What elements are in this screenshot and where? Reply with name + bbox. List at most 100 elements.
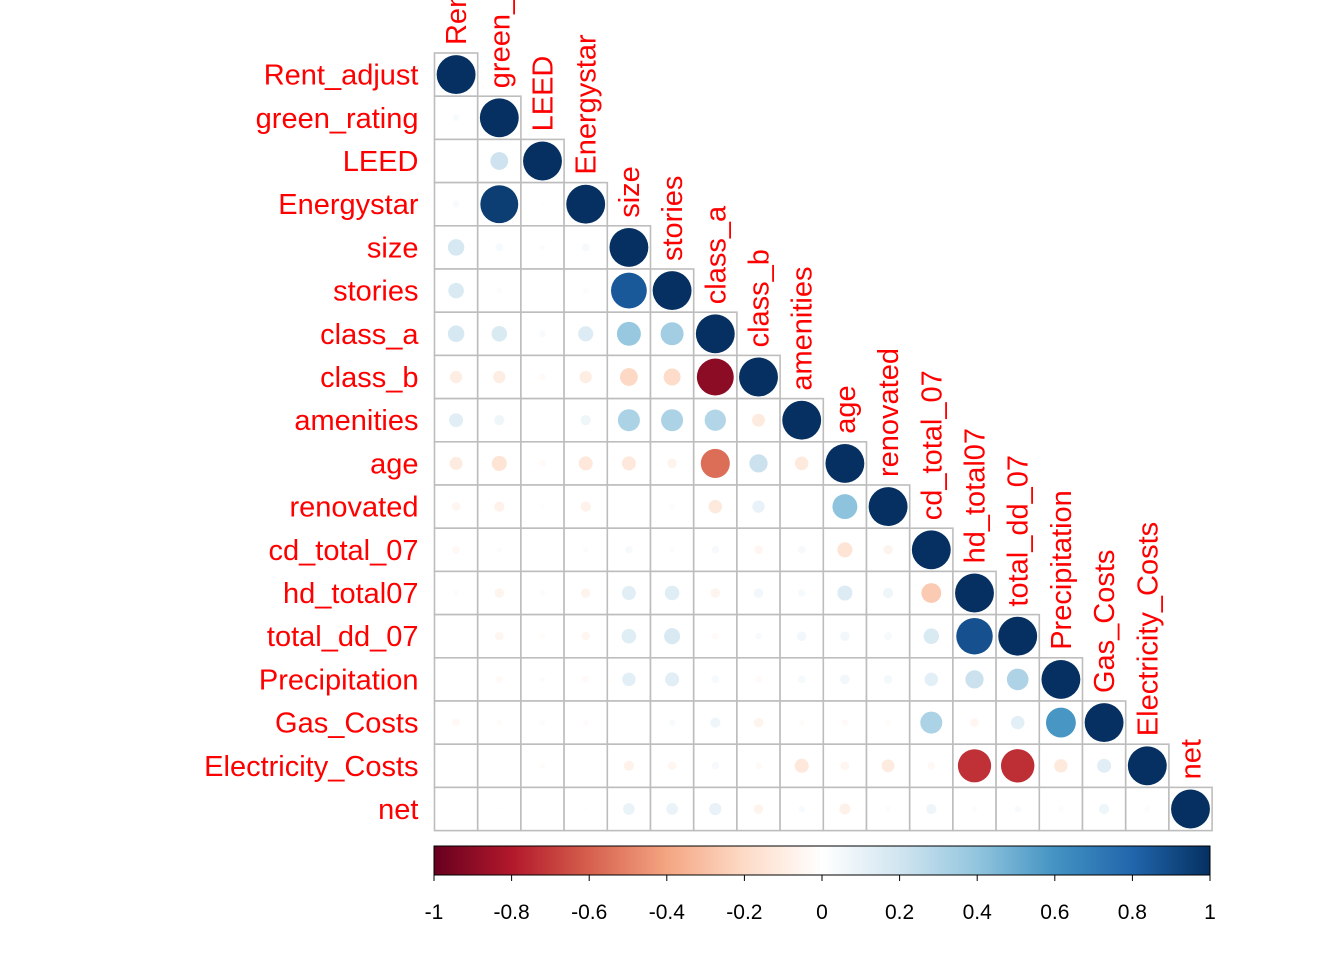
column-label-LEED: LEED: [528, 56, 560, 132]
corr-circle-Precipitation-green_rating: [495, 676, 503, 683]
corr-circle-Gas_Costs-stories: [668, 719, 676, 726]
corr-circle-hd_total07-green_rating: [494, 588, 505, 598]
matrix-cell: [606, 700, 652, 746]
corr-circle-Precipitation-cd_total_07: [924, 672, 939, 687]
corr-circle-Electricity_Costs-Electricity_Costs: [1127, 746, 1167, 786]
colorbar-tick-label: -0.6: [571, 901, 607, 924]
corr-circle-Precipitation-total_dd_07: [1006, 668, 1029, 691]
corr-circle-total_dd_07-stories: [664, 628, 681, 645]
matrix-cell: [865, 527, 911, 573]
corr-circle-net-Precipitation: [1058, 806, 1064, 812]
corr-circle-stories-Energystar: [582, 287, 589, 294]
corr-circle-renovated-class_a: [708, 499, 723, 514]
corr-circle-cd_total_07-Energystar: [582, 547, 589, 553]
column-label-class_b: class_b: [744, 249, 776, 347]
corr-circle-stories-Rent_adjust: [448, 282, 464, 299]
corr-circle-amenities-size: [617, 409, 640, 432]
corr-circle-Precipitation-age: [840, 674, 850, 685]
corr-circle-net-net: [1171, 789, 1210, 829]
corr-circle-class_a-Rent_adjust: [447, 325, 465, 343]
corr-circle-LEED-Rent_adjust: [454, 159, 459, 163]
corr-circle-total_dd_07-total_dd_07: [998, 616, 1038, 656]
corr-circle-net-hd_total07: [971, 806, 978, 812]
corr-circle-total_dd_07-cd_total_07: [923, 628, 940, 644]
corr-circle-net-total_dd_07: [1014, 805, 1022, 813]
corr-circle-Precipitation-LEED: [539, 676, 546, 683]
corr-circle-cd_total_07-cd_total_07: [911, 530, 951, 570]
corr-circle-Gas_Costs-Precipitation: [1045, 707, 1076, 738]
row-label-size: size: [367, 232, 419, 264]
corr-circle-Rent_adjust-Rent_adjust: [436, 55, 476, 95]
corr-circle-cd_total_07-size: [625, 545, 633, 554]
corr-circle-renovated-Rent_adjust: [451, 502, 461, 511]
corr-circle-net-size: [623, 803, 635, 815]
column-label-cd_total_07: cd_total_07: [916, 370, 948, 520]
corr-circle-age-Rent_adjust: [449, 456, 463, 470]
corr-circle-Electricity_Costs-total_dd_07: [1000, 749, 1035, 783]
column-label-green_rating: green_rating: [484, 0, 516, 88]
column-label-Gas_Costs: Gas_Costs: [1089, 550, 1121, 693]
corr-circle-net-cd_total_07: [926, 803, 937, 815]
corr-circle-Electricity_Costs-Precipitation: [1054, 759, 1068, 773]
corr-circle-age-green_rating: [491, 455, 507, 471]
corr-circle-cd_total_07-class_a: [711, 545, 720, 554]
corr-circle-net-renovated: [885, 806, 891, 812]
column-label-age: age: [830, 385, 862, 433]
corr-circle-Gas_Costs-class_a: [710, 717, 721, 728]
corr-circle-Precipitation-class_b: [755, 676, 762, 683]
corr-circle-Electricity_Costs-class_b: [755, 762, 762, 770]
corr-circle-hd_total07-hd_total07: [955, 573, 994, 613]
corr-circle-Electricity_Costs-LEED: [539, 763, 546, 769]
corr-circle-cd_total_07-Rent_adjust: [452, 545, 460, 554]
corr-circle-hd_total07-size: [621, 585, 636, 601]
corr-circle-Gas_Costs-Energystar: [582, 719, 589, 726]
row-label-Gas_Costs: Gas_Costs: [275, 708, 418, 740]
matrix-cell: [433, 786, 479, 832]
matrix-cell: [520, 527, 565, 573]
corr-circle-net-green_rating: [497, 807, 502, 811]
column-label-size: size: [614, 166, 646, 218]
row-label-amenities: amenities: [294, 405, 418, 437]
column-label-net: net: [1176, 739, 1208, 779]
corr-circle-total_dd_07-Energystar: [581, 631, 591, 641]
corr-circle-hd_total07-amenities: [797, 589, 806, 597]
matrix-cell: [520, 786, 565, 832]
corr-circle-total_dd_07-age: [840, 631, 850, 641]
colorbar-tick-label: -0.8: [494, 901, 530, 924]
row-label-hd_total07: hd_total07: [283, 578, 418, 610]
corr-circle-renovated-age: [832, 494, 858, 520]
row-label-Electricity_Costs: Electricity_Costs: [204, 751, 418, 783]
corr-circle-Gas_Costs-LEED: [539, 719, 546, 726]
corr-circle-Precipitation-renovated: [883, 675, 893, 684]
matrix-cell: [563, 225, 609, 270]
corr-circle-Gas_Costs-renovated: [885, 719, 891, 726]
corr-circle-net-Gas_Costs: [1098, 803, 1110, 815]
colorbar-tick-label: -0.4: [649, 901, 686, 924]
corr-circle-Electricity_Costs-age: [840, 761, 850, 771]
matrix-cell: [433, 613, 479, 659]
corr-circle-hd_total07-renovated: [882, 587, 894, 599]
corr-circle-renovated-LEED: [540, 504, 545, 509]
corr-circle-total_dd_07-renovated: [884, 632, 892, 641]
corr-circle-Energystar-green_rating: [480, 185, 519, 224]
corr-circle-Electricity_Costs-hd_total07: [957, 749, 992, 783]
corr-circle-class_b-green_rating: [493, 370, 506, 384]
row-label-total_dd_07: total_dd_07: [267, 621, 419, 653]
colorbar-tick-label: 0.6: [1040, 901, 1069, 924]
corr-circle-class_a-class_a: [695, 314, 735, 354]
corr-circle-age-LEED: [539, 460, 546, 467]
corr-circle-age-size: [621, 456, 636, 471]
corr-circle-Electricity_Costs-cd_total_07: [927, 761, 936, 770]
corr-circle-hd_total07-class_a: [710, 588, 721, 598]
corr-circle-size-green_rating: [495, 243, 504, 252]
corr-circle-stories-stories: [652, 271, 692, 311]
colorbar-tick-label: 1: [1204, 901, 1216, 924]
column-label-Rent_adjust: Rent_adjust: [441, 0, 473, 45]
corr-circle-hd_total07-class_b: [753, 588, 764, 598]
matrix-cell: [476, 743, 522, 789]
matrix-cell: [822, 786, 868, 832]
column-label-amenities: amenities: [787, 266, 819, 390]
row-label-age: age: [370, 448, 418, 480]
corr-circle-amenities-stories: [661, 409, 684, 432]
